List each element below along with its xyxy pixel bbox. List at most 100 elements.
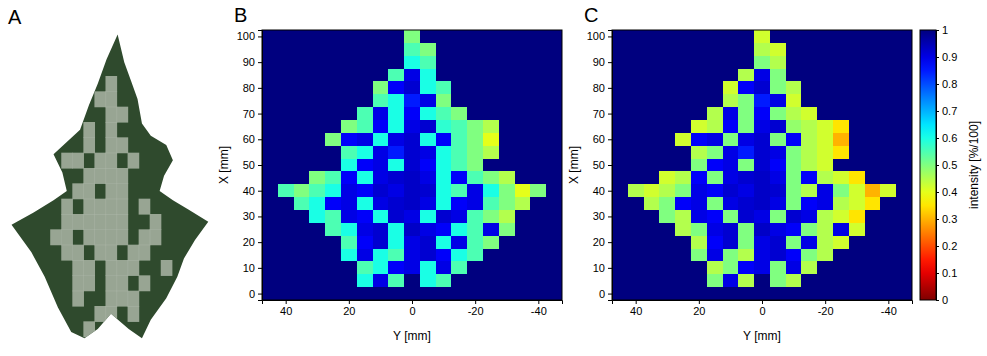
- cell: [420, 94, 436, 107]
- lesion-patch: [61, 229, 73, 245]
- cell: [817, 94, 833, 107]
- cell: [499, 107, 515, 120]
- cell: [738, 30, 754, 43]
- cell: [896, 30, 912, 43]
- cell: [628, 146, 644, 159]
- cell: [451, 69, 467, 82]
- cell: [515, 197, 531, 210]
- cell: [723, 146, 739, 159]
- cell: [770, 261, 786, 274]
- lesion-patch: [105, 306, 117, 322]
- cell: [754, 81, 770, 94]
- cell: [770, 287, 786, 300]
- lesion-patch: [117, 107, 129, 123]
- tick-mark: [936, 30, 939, 31]
- cell: [849, 30, 865, 43]
- cell: [786, 287, 802, 300]
- cell: [373, 223, 389, 236]
- cell: [309, 30, 325, 43]
- cell: [896, 171, 912, 184]
- tick-label: 50: [243, 159, 255, 171]
- lesion-patch: [128, 260, 140, 276]
- cell: [530, 94, 546, 107]
- cell: [659, 249, 675, 262]
- cell: [451, 94, 467, 107]
- cell: [467, 69, 483, 82]
- cell: [420, 159, 436, 172]
- tick: 20: [343, 300, 355, 317]
- cell: [499, 171, 515, 184]
- cell: [262, 261, 278, 274]
- colorbar-title: intensity [%/100]: [967, 121, 981, 209]
- cell: [865, 43, 881, 56]
- cell: [515, 81, 531, 94]
- cell: [817, 223, 833, 236]
- tick-label: -40: [531, 305, 547, 317]
- cell: [404, 69, 420, 82]
- cell: [499, 30, 515, 43]
- cell: [880, 210, 896, 223]
- cell: [896, 184, 912, 197]
- cell: [341, 107, 357, 120]
- cell: [341, 69, 357, 82]
- cell: [309, 261, 325, 274]
- cell: [865, 184, 881, 197]
- tick-label: 0: [759, 305, 765, 317]
- tick-label: 10: [243, 262, 255, 274]
- tick: -40: [881, 300, 897, 317]
- tick-mark: [936, 165, 939, 166]
- cell: [865, 236, 881, 249]
- cell: [896, 81, 912, 94]
- cell: [659, 43, 675, 56]
- cell: [515, 43, 531, 56]
- cell: [691, 81, 707, 94]
- cell: [325, 120, 341, 133]
- cell: [388, 133, 404, 146]
- tick-mark: [258, 139, 262, 140]
- tick-mark: [608, 294, 612, 295]
- cell: [833, 69, 849, 82]
- cell: [691, 159, 707, 172]
- cell: [467, 81, 483, 94]
- cell: [738, 236, 754, 249]
- y-axis: 0102030405060708090100: [587, 30, 613, 300]
- cell: [644, 43, 660, 56]
- cell: [404, 223, 420, 236]
- cell: [404, 171, 420, 184]
- cell: [849, 274, 865, 287]
- tick: 30: [593, 210, 612, 222]
- cell: [817, 210, 833, 223]
- cell: [262, 43, 278, 56]
- cell: [515, 107, 531, 120]
- cell: [357, 159, 373, 172]
- cell: [770, 274, 786, 287]
- cell: [786, 30, 802, 43]
- cell: [294, 120, 310, 133]
- cell: [278, 210, 294, 223]
- cell: [341, 274, 357, 287]
- cell: [262, 56, 278, 69]
- cell: [388, 236, 404, 249]
- tick-label: 90: [243, 56, 255, 68]
- cell: [833, 159, 849, 172]
- cell: [451, 274, 467, 287]
- cell: [294, 210, 310, 223]
- cell: [754, 94, 770, 107]
- cell: [817, 81, 833, 94]
- cell: [675, 210, 691, 223]
- tick: 30: [243, 210, 262, 222]
- cell: [738, 146, 754, 159]
- cell: [896, 69, 912, 82]
- cell: [515, 249, 531, 262]
- cell: [770, 223, 786, 236]
- cell: [786, 94, 802, 107]
- cell: [357, 94, 373, 107]
- cell: [801, 274, 817, 287]
- cell: [754, 287, 770, 300]
- tick-label: 90: [593, 56, 605, 68]
- cell: [325, 133, 341, 146]
- cell: [294, 236, 310, 249]
- cell: [357, 261, 373, 274]
- cell: [388, 94, 404, 107]
- tick: 1: [936, 24, 948, 36]
